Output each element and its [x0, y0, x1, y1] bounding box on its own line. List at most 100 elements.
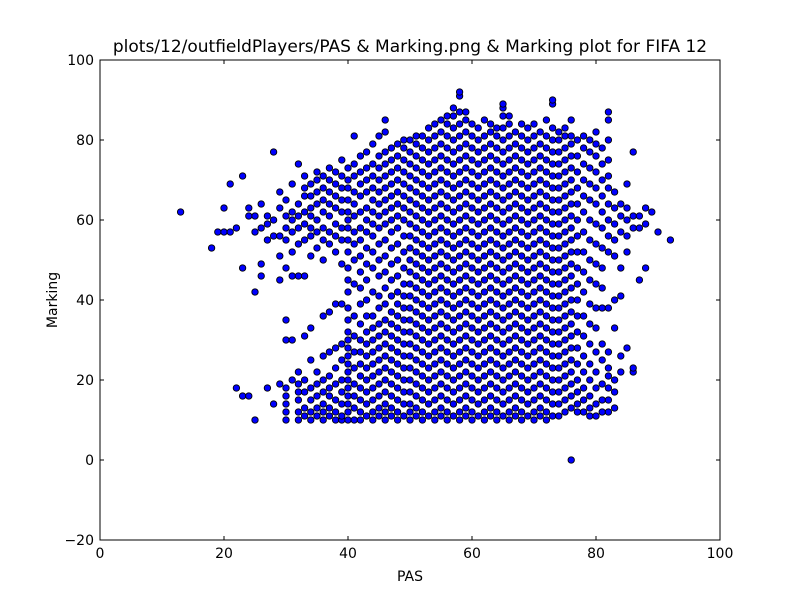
data-point [344, 384, 352, 392]
data-point [573, 360, 582, 368]
data-point [517, 336, 526, 344]
data-point [561, 168, 569, 176]
data-point [412, 404, 420, 412]
data-point [462, 272, 470, 280]
data-point [350, 280, 358, 288]
x-axis-ticks: 0 20 40 60 80 100 [96, 60, 733, 562]
data-point [443, 240, 451, 248]
data-point [505, 156, 513, 164]
data-point [542, 336, 551, 344]
data-point [381, 408, 389, 416]
data-point [505, 324, 513, 332]
data-point [344, 276, 352, 284]
data-point [480, 132, 489, 140]
data-point [555, 364, 563, 372]
data-point [517, 348, 526, 356]
data-point [511, 344, 520, 352]
data-point [356, 268, 365, 276]
data-point [331, 380, 340, 388]
data-point [480, 360, 489, 368]
data-point [424, 232, 433, 240]
y-tick-label: 40 [76, 293, 94, 309]
data-point [480, 180, 489, 188]
data-point [573, 232, 582, 240]
data-point [517, 240, 526, 248]
data-point [536, 200, 544, 208]
data-point [431, 416, 439, 424]
data-point [369, 384, 377, 392]
data-point [542, 300, 551, 308]
data-point [412, 188, 420, 196]
data-point [412, 320, 420, 328]
data-point [431, 240, 439, 248]
data-point [555, 268, 563, 276]
data-point [418, 144, 427, 152]
data-point [455, 132, 464, 140]
data-point [375, 272, 383, 280]
data-point [375, 224, 383, 232]
data-point [573, 312, 582, 320]
data-point [393, 224, 402, 232]
data-point [369, 232, 377, 240]
data-point [449, 376, 458, 384]
data-point [486, 140, 495, 148]
data-point [598, 176, 606, 184]
data-point [480, 348, 489, 356]
data-point [542, 372, 551, 380]
data-point [393, 212, 402, 220]
data-point [393, 300, 402, 308]
data-point [387, 180, 396, 188]
data-point [406, 416, 414, 424]
data-point [325, 384, 334, 392]
data-point [362, 376, 371, 384]
data-point [505, 132, 513, 140]
data-point [511, 332, 520, 340]
data-point [356, 396, 365, 404]
y-tick-label: 0 [85, 453, 94, 469]
data-point [462, 344, 470, 352]
data-point [486, 404, 495, 412]
data-point [449, 412, 458, 420]
data-point [480, 324, 489, 332]
data-point [437, 412, 445, 420]
data-point [418, 360, 427, 368]
data-point [499, 388, 507, 396]
data-point [517, 288, 526, 296]
y-axis-label: Marking [45, 272, 61, 328]
data-point [530, 416, 538, 424]
data-point [455, 120, 464, 128]
data-point [344, 164, 352, 172]
data-point [226, 180, 234, 188]
data-point [338, 356, 346, 364]
data-point [313, 368, 321, 376]
data-point [555, 400, 563, 408]
data-point [555, 328, 563, 336]
data-point [468, 416, 476, 424]
data-point [579, 144, 588, 152]
data-point [356, 192, 365, 200]
data-point [338, 196, 346, 204]
data-point [387, 404, 396, 412]
data-point [344, 208, 352, 216]
data-point [350, 200, 358, 208]
data-point [412, 380, 420, 388]
data-point [331, 300, 340, 308]
data-point [493, 300, 501, 308]
data-point [474, 160, 482, 168]
data-point [381, 160, 389, 168]
data-point [387, 244, 396, 252]
data-point [381, 316, 389, 324]
data-point [294, 416, 303, 424]
data-point [449, 112, 458, 120]
data-point [468, 204, 476, 212]
data-point [393, 324, 402, 332]
data-point [393, 288, 402, 296]
data-point [462, 128, 470, 136]
data-point [468, 168, 476, 176]
data-point [586, 164, 594, 172]
data-point [331, 192, 340, 200]
data-point [443, 120, 451, 128]
data-point [542, 228, 551, 236]
data-point [455, 88, 464, 96]
data-point [418, 324, 427, 332]
